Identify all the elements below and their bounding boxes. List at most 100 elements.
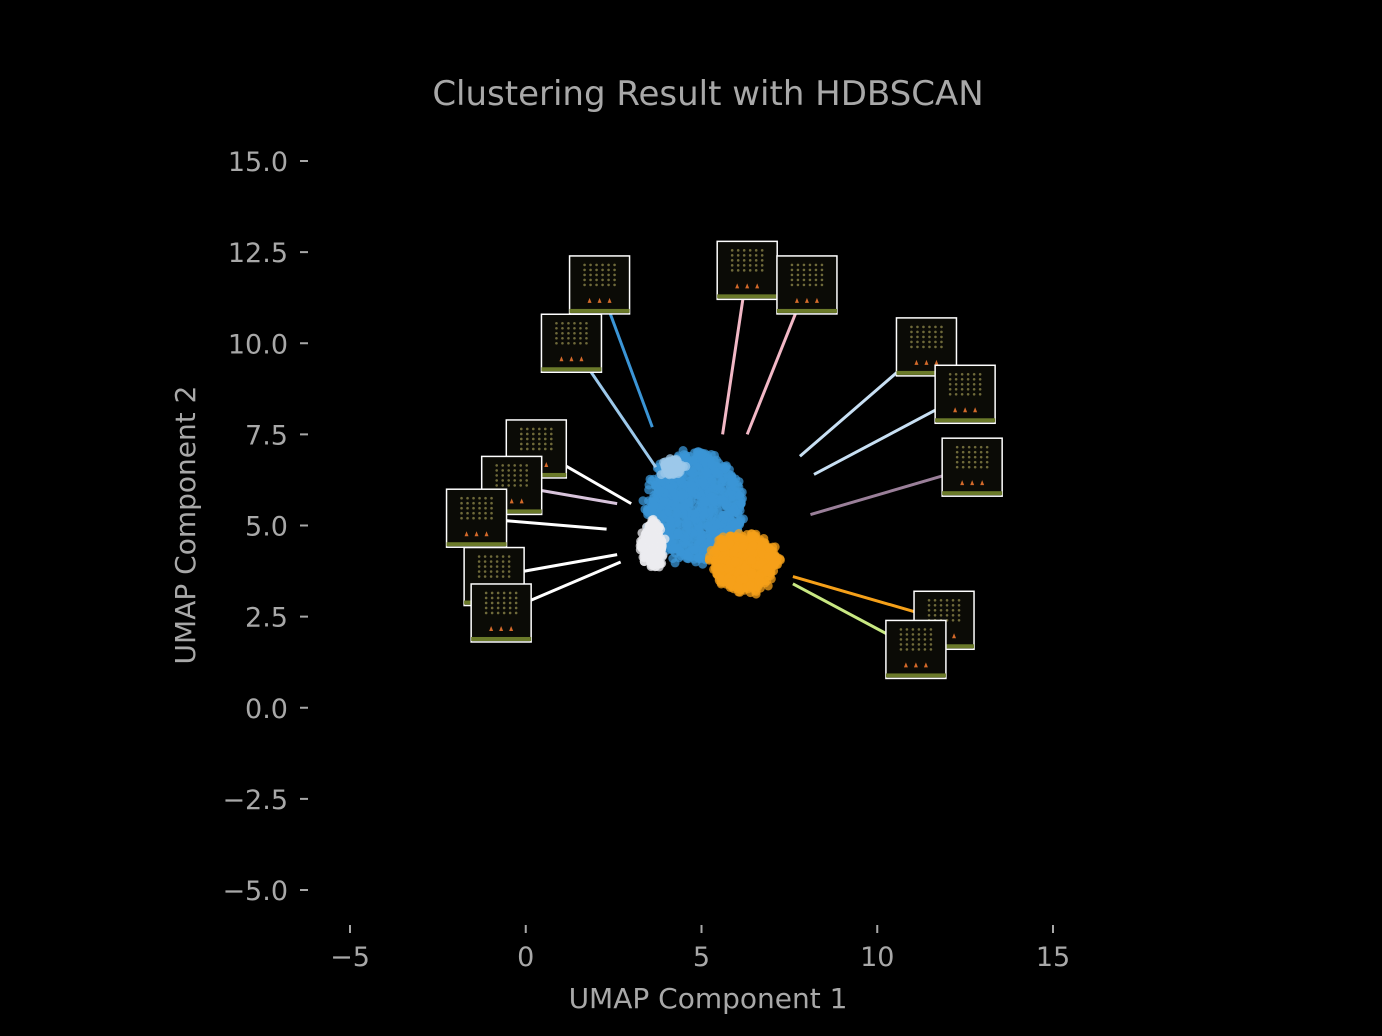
alien-sprite (490, 516, 493, 520)
alien-sprite (957, 598, 961, 602)
thumbnail-frame (934, 364, 996, 425)
alien-sprite (519, 442, 523, 446)
alien-sprite (583, 278, 586, 282)
alien-sprite (790, 273, 794, 277)
alien-sprite (583, 273, 586, 277)
scatter-point (713, 563, 723, 573)
alien-sprite (490, 501, 493, 505)
alien-sprite (501, 560, 505, 563)
alien-sprite (507, 560, 511, 563)
ground-strip (471, 636, 532, 641)
scatter-point (649, 552, 659, 562)
alien-sprite (484, 606, 488, 610)
alien-sprite (472, 516, 475, 520)
alien-sprite (501, 570, 505, 573)
alien-sprite (595, 273, 598, 277)
alien-sprite (484, 511, 487, 515)
alien-sprite (748, 264, 752, 267)
shield-sprite (934, 359, 939, 365)
ground-strip (885, 673, 946, 678)
alien-sprite (939, 613, 943, 617)
alien-sprite (736, 269, 740, 272)
alien-sprite (933, 613, 937, 617)
alien-sprite (478, 501, 481, 505)
alien-sprite (955, 455, 959, 459)
scatter-point (650, 562, 660, 572)
y-tick-label: 7.5 (245, 420, 288, 451)
thumbnail-frame (716, 240, 778, 301)
shield-sprite (597, 297, 602, 303)
alien-sprite (549, 427, 553, 431)
alien-sprite (537, 427, 541, 431)
alien-sprite (567, 331, 570, 335)
alien-sprite (923, 648, 927, 651)
alien-sprite (537, 432, 541, 436)
alien-sprite (613, 263, 616, 267)
alien-sprite (513, 479, 516, 482)
alien-sprite (957, 618, 961, 622)
scatter-point (756, 577, 766, 587)
alien-sprite (940, 345, 943, 349)
scatter-point (719, 511, 729, 521)
alien-sprite (573, 321, 576, 325)
alien-sprite (802, 283, 806, 287)
scatter-point (707, 526, 717, 535)
alien-sprite (589, 278, 592, 282)
alien-sprite (916, 325, 919, 329)
alien-sprite (477, 555, 481, 558)
alien-sprite (601, 268, 604, 272)
shield-sprite (814, 297, 819, 303)
alien-sprite (489, 560, 493, 563)
shield-sprite (484, 531, 489, 537)
alien-sprite (910, 340, 913, 344)
alien-sprite (483, 555, 487, 558)
alien-sprite (979, 445, 983, 449)
alien-sprite (929, 628, 933, 631)
alien-sprite (477, 560, 481, 563)
alien-sprite (905, 638, 909, 641)
x-tick-label: 5 (693, 942, 710, 973)
alien-sprite (589, 268, 592, 272)
scatter-point (730, 557, 740, 567)
alien-sprite (814, 268, 818, 272)
alien-sprite (501, 484, 504, 487)
alien-sprite (940, 325, 943, 329)
alien-sprite (489, 565, 493, 568)
alien-sprite (948, 377, 952, 381)
alien-sprite (945, 598, 949, 602)
scatter-point (638, 542, 648, 552)
ground-strip (569, 308, 630, 313)
alien-sprite (814, 278, 818, 282)
alien-sprite (966, 387, 970, 391)
alien-sprite (973, 445, 977, 449)
alien-sprite (760, 249, 764, 252)
alien-sprite (519, 427, 523, 431)
alien-sprite (820, 263, 824, 267)
alien-sprite (939, 603, 943, 607)
alien-sprite (929, 643, 933, 646)
scatter-point (747, 555, 757, 565)
alien-sprite (911, 638, 915, 641)
alien-sprite (502, 611, 506, 615)
alien-sprite (945, 608, 949, 612)
alien-sprite (966, 377, 970, 381)
alien-sprite (555, 341, 558, 345)
alien-sprite (748, 269, 752, 272)
alien-sprite (601, 283, 604, 287)
alien-sprite (948, 372, 952, 376)
scatter-point (738, 542, 748, 551)
alien-sprite (754, 259, 758, 262)
alien-sprite (525, 427, 529, 431)
alien-sprite (760, 264, 764, 267)
alien-sprite (790, 283, 794, 287)
shield-sprite (755, 283, 760, 289)
alien-sprite (507, 565, 511, 568)
shield-sprite (953, 407, 958, 413)
alien-sprite (905, 633, 909, 636)
alien-sprite (972, 372, 976, 376)
alien-sprite (954, 382, 958, 386)
alien-sprite (496, 601, 500, 605)
shield-sprite (587, 297, 592, 303)
shield-sprite (963, 407, 968, 413)
alien-sprite (899, 638, 903, 641)
